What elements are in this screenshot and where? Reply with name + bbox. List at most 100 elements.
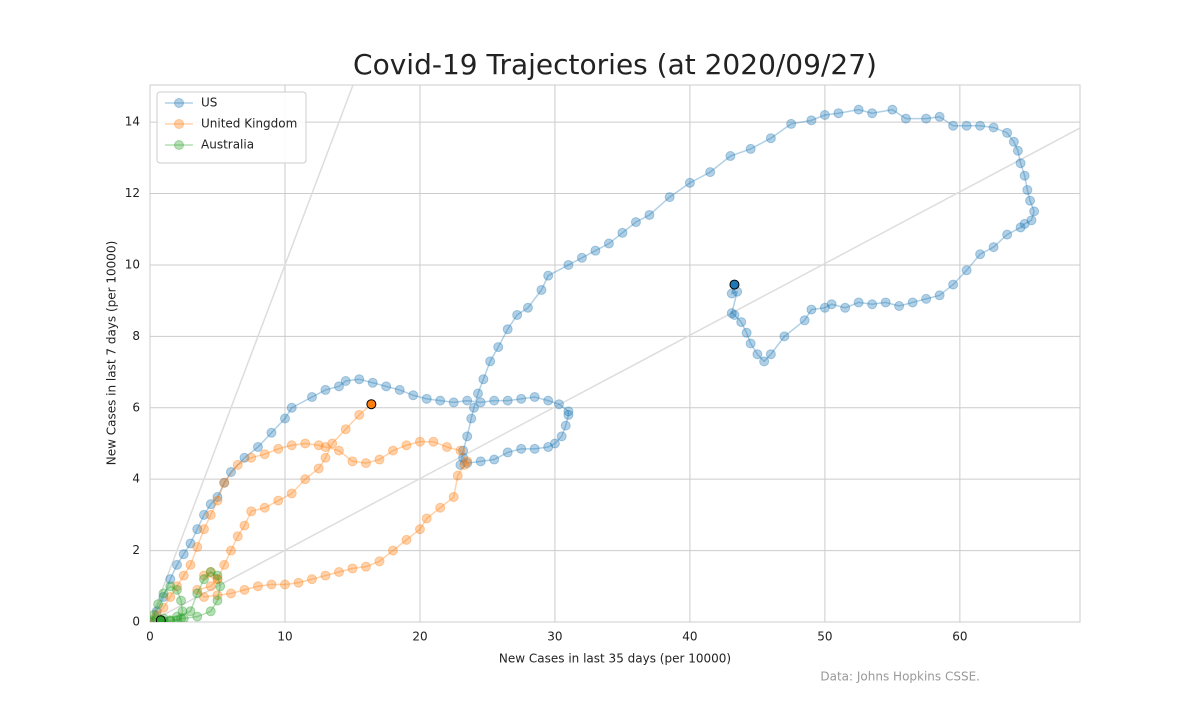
point bbox=[259, 449, 270, 460]
point bbox=[246, 452, 257, 463]
point bbox=[725, 151, 736, 162]
point bbox=[178, 549, 189, 560]
point bbox=[401, 534, 412, 545]
point bbox=[225, 545, 236, 556]
point bbox=[176, 595, 187, 606]
point bbox=[867, 108, 878, 119]
y-tick-label: 2 bbox=[132, 543, 140, 557]
point bbox=[428, 436, 439, 447]
point bbox=[448, 397, 459, 408]
point bbox=[367, 377, 378, 388]
series-line bbox=[150, 108, 1035, 622]
point bbox=[522, 302, 533, 313]
point bbox=[1015, 158, 1026, 169]
point bbox=[452, 470, 463, 481]
point bbox=[529, 392, 540, 403]
point bbox=[286, 402, 297, 413]
latest-point bbox=[729, 279, 740, 290]
point bbox=[198, 592, 209, 603]
point bbox=[381, 381, 392, 392]
point bbox=[900, 113, 911, 124]
point bbox=[502, 447, 513, 458]
point bbox=[826, 299, 837, 310]
point bbox=[239, 584, 250, 595]
point bbox=[948, 120, 959, 131]
point bbox=[414, 436, 425, 447]
point bbox=[458, 445, 469, 456]
point bbox=[239, 520, 250, 531]
point bbox=[401, 440, 412, 451]
point bbox=[1002, 127, 1013, 138]
y-tick-label: 0 bbox=[132, 615, 140, 629]
point bbox=[171, 615, 182, 622]
point bbox=[556, 431, 567, 442]
point bbox=[684, 177, 695, 188]
point bbox=[563, 409, 574, 420]
point bbox=[320, 452, 331, 463]
point bbox=[151, 606, 162, 617]
point bbox=[171, 559, 182, 570]
point bbox=[726, 288, 737, 299]
point bbox=[192, 524, 203, 535]
point bbox=[232, 459, 243, 470]
point bbox=[212, 574, 223, 585]
point bbox=[806, 115, 817, 126]
point bbox=[421, 513, 432, 524]
point bbox=[300, 438, 311, 449]
point bbox=[833, 108, 844, 119]
point bbox=[880, 297, 891, 308]
point bbox=[475, 397, 486, 408]
point bbox=[502, 324, 513, 335]
point bbox=[934, 290, 945, 301]
point bbox=[150, 617, 155, 622]
point bbox=[212, 492, 223, 503]
y-tick-label: 8 bbox=[132, 329, 140, 343]
point bbox=[779, 331, 790, 342]
point bbox=[462, 395, 473, 406]
point bbox=[459, 459, 470, 470]
point bbox=[489, 395, 500, 406]
legend-label: United Kingdom bbox=[201, 117, 297, 131]
point bbox=[374, 556, 385, 567]
point bbox=[192, 611, 203, 622]
point bbox=[741, 327, 752, 338]
point bbox=[441, 442, 452, 453]
point bbox=[165, 615, 176, 622]
point bbox=[360, 458, 371, 469]
point bbox=[198, 509, 209, 520]
point bbox=[907, 297, 918, 308]
point bbox=[225, 588, 236, 599]
point bbox=[165, 581, 176, 592]
point bbox=[759, 356, 770, 367]
point bbox=[475, 456, 486, 467]
point bbox=[1012, 145, 1023, 156]
point bbox=[171, 611, 182, 622]
point bbox=[198, 524, 209, 535]
point bbox=[239, 452, 250, 463]
point bbox=[246, 506, 257, 517]
point bbox=[205, 581, 216, 592]
legend-marker bbox=[174, 119, 184, 129]
point bbox=[502, 395, 513, 406]
point bbox=[286, 488, 297, 499]
point bbox=[306, 574, 317, 585]
point bbox=[158, 592, 169, 603]
point bbox=[414, 524, 425, 535]
x-tick-label: 50 bbox=[817, 630, 832, 644]
point bbox=[853, 297, 864, 308]
point bbox=[165, 574, 176, 585]
point bbox=[340, 375, 351, 386]
point bbox=[630, 217, 641, 228]
point bbox=[185, 538, 196, 549]
point bbox=[1019, 218, 1030, 229]
point bbox=[975, 249, 986, 260]
point bbox=[752, 349, 763, 360]
point bbox=[543, 442, 554, 453]
x-tick-label: 10 bbox=[277, 630, 292, 644]
point bbox=[266, 579, 277, 590]
point bbox=[543, 270, 554, 281]
point bbox=[192, 542, 203, 553]
point bbox=[466, 413, 477, 424]
point bbox=[455, 445, 466, 456]
point bbox=[745, 143, 756, 154]
